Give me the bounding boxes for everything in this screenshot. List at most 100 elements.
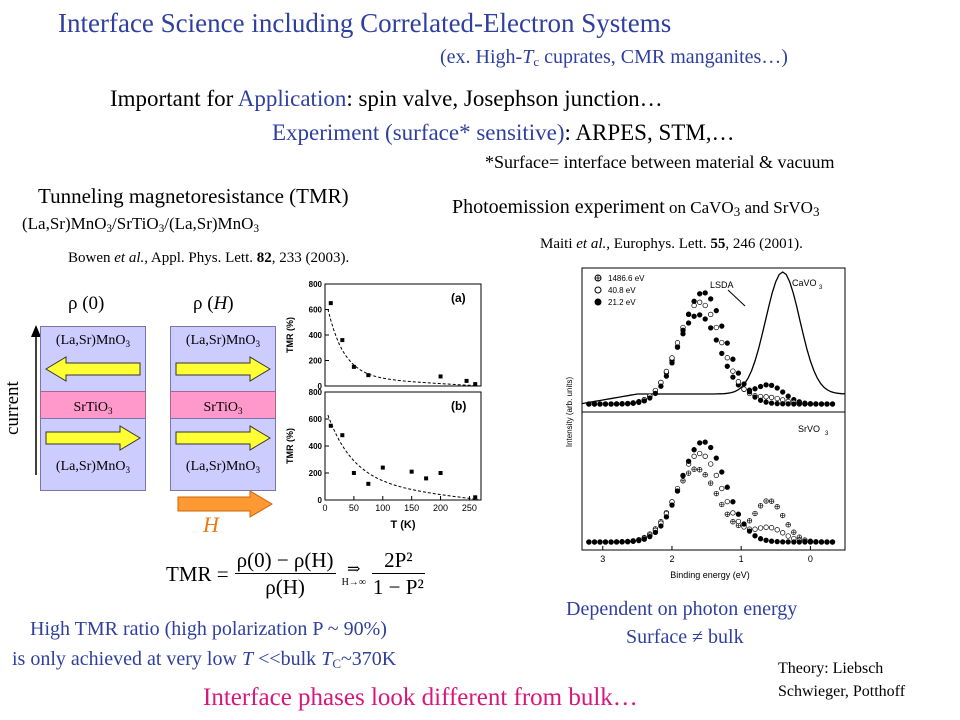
spectrum-plus [719,351,724,356]
spectrum-point [791,401,797,407]
legend-label: 21.2 eV [608,298,636,307]
spectrum-point [641,536,647,542]
top-panel-subscript: 3 [819,285,823,291]
spectrum-point [669,355,675,361]
spectrum-plus [758,384,763,389]
spectrum-point [796,401,802,407]
spectrum-plus [775,504,780,509]
spectrum-plus [697,467,702,472]
spectrum-plus [769,499,774,504]
magnetization-arrow-right [45,425,141,451]
top-panel-label: CaVO [792,278,817,288]
spectrum-point [768,538,775,544]
data-point [438,471,443,475]
spectrum-point [597,539,603,545]
panel-label: (a) [451,291,466,305]
spectrum-point [702,302,708,309]
spectrum-point [763,524,769,530]
spectrum-point [713,307,719,314]
spectrum-point [768,394,775,401]
conclusion: Interface phases look different from bul… [203,684,638,711]
spectrum-point [818,401,825,407]
data-point [366,481,371,486]
y-tick-label: 400 [309,331,323,340]
spectrum-plus [758,503,763,508]
y-tick-label: 400 [309,442,323,451]
spectrum-point [608,401,614,407]
data-point [366,373,371,378]
maiti-reference: Maiti et al., Europhys. Lett. 55, 246 (2… [540,236,803,252]
spectrum-point [807,401,814,407]
spectrum-plus [719,502,724,507]
spectrum-point [735,518,742,525]
bottom-panel-label: SrVO [798,424,820,434]
spectrum-plus [786,522,791,527]
spectrum-point [768,525,775,531]
spectrum-point [741,381,747,387]
spectrum-point [735,370,742,376]
spectrum-plus [686,471,691,476]
tmr-formula: TMR = ρ(0) − ρ(H) ⇒ H→∞ 2P² ρ(H) 1 − P² [166,548,425,599]
spectrum-point [780,539,786,545]
spectrum-point [669,502,675,508]
spectrum-point [813,539,819,545]
spectrum-point [719,323,725,329]
high-tmr-line-1: High TMR ratio (high polarization P ~ 90… [30,618,387,640]
legend-marker [594,298,602,306]
spectrum-plus [692,467,697,472]
spectrum-point [663,373,670,379]
experiment-line: Experiment (surface* sensitive): ARPES, … [272,120,735,145]
spectrum-point [741,521,747,527]
lsda-pointer [727,289,746,307]
spectrum-point [802,539,808,545]
legend-marker [594,286,602,294]
plot-frame [581,267,846,551]
tmr-title: Tunneling magnetoresistance (TMR) [38,184,349,208]
y-tick-label: 200 [309,469,323,478]
spectrum-point [685,311,692,317]
page-title: Interface Science including Correlated-E… [58,8,672,38]
spectrum-point [713,324,719,331]
data-point [464,378,469,383]
spectrum-point [824,401,830,407]
data-point [438,374,443,379]
spectrum-point [730,510,736,516]
spectrum-plus [697,312,702,317]
spectrum-point [757,525,764,531]
subtitle: (ex. High-Tc cuprates, CMR manganites…) [440,46,788,69]
spectrum-plus [730,519,735,524]
theory-line-2: Schwieger, Potthoff [778,683,906,700]
x-tick-label: 2 [669,554,674,564]
y-tick-label: 600 [309,415,323,424]
spectrum-plus [786,394,791,399]
spectrum-point [785,533,791,539]
spectrum-point [724,355,730,361]
spectrum-point [719,485,725,492]
legend-label: 40.8 eV [608,286,636,295]
y-tick-label: 600 [309,306,323,315]
current-arrow [31,325,41,475]
spectrum-point [636,537,642,544]
spectrum-point [724,340,730,346]
spectrum-point [691,447,697,453]
spectrum-point [630,538,636,544]
spectrum-point [757,536,764,542]
spectrum-point [774,538,780,545]
spectrum-point [597,401,603,407]
spectrum-point [674,488,681,494]
spectrum-point [608,539,614,545]
x-tick-label: 50 [349,503,359,513]
field-label: H [203,512,219,537]
rho-zero-label: ρ (0) [68,293,105,314]
barrier-layer: SrTiO3 [40,391,146,423]
dependent-text: Dependent on photon energy [566,598,798,620]
spectrum-plus [780,390,785,394]
spectrum-point [785,539,791,545]
spectrum-plus [753,511,757,516]
spectrum-point [752,526,758,532]
spectrum-point [702,439,708,445]
data-point [409,469,414,474]
spectrum-point [619,539,625,545]
spectrum-plus [703,472,708,477]
x-tick-label: 3 [600,554,605,564]
